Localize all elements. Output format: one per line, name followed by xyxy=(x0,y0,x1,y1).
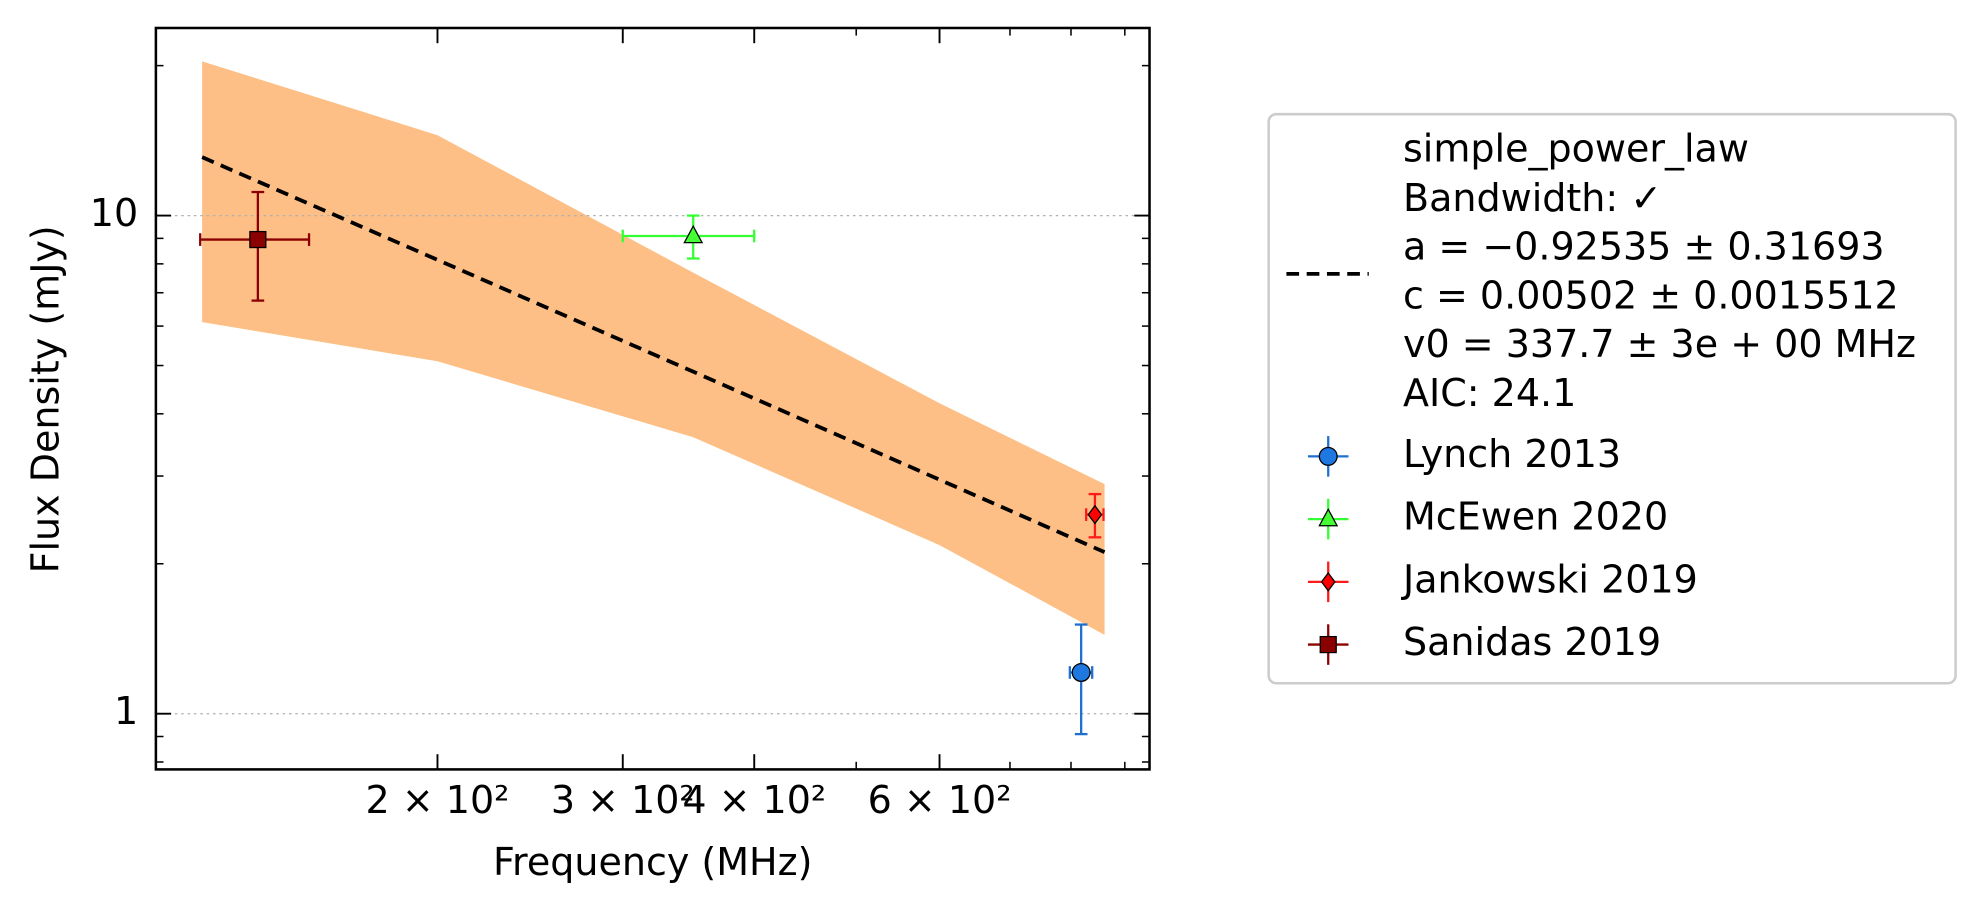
legend-label: Sanidas 2019 xyxy=(1403,620,1661,664)
marker xyxy=(1087,504,1103,525)
x-tick-label: 6 × 10² xyxy=(868,778,1012,822)
marker xyxy=(1071,662,1091,682)
legend-label: Lynch 2013 xyxy=(1403,432,1621,476)
marker xyxy=(1318,508,1339,527)
y-tick-label: 10 xyxy=(90,191,138,235)
marker xyxy=(1320,571,1336,592)
marker xyxy=(1318,446,1338,466)
marker xyxy=(683,224,704,244)
legend-label: Bandwidth: ✓ xyxy=(1403,176,1662,220)
legend-label: McEwen 2020 xyxy=(1403,495,1668,539)
legend-label: AIC: 24.1 xyxy=(1403,371,1576,415)
y-axis-label: Flux Density (mJy) xyxy=(24,225,68,573)
legend-label: a = −0.92535 ± 0.31693 xyxy=(1403,225,1885,269)
confidence-band xyxy=(202,61,1105,635)
plot-frame xyxy=(154,26,1151,771)
legend-label: c = 0.00502 ± 0.0015512 xyxy=(1403,273,1899,317)
legend-box xyxy=(1267,112,1957,685)
legend-label: v0 = 337.7 ± 3e + 00 MHz xyxy=(1403,322,1916,366)
legend-label: simple_power_law xyxy=(1403,126,1749,170)
legend-label: Jankowski 2019 xyxy=(1401,557,1698,601)
x-axis-label: Frequency (MHz) xyxy=(493,840,812,884)
fit-line xyxy=(201,155,1106,554)
marker xyxy=(1319,635,1337,654)
x-tick-label: 2 × 10² xyxy=(366,778,510,822)
x-tick-label: 4 × 10² xyxy=(682,778,826,822)
y-tick-label: 1 xyxy=(114,689,138,733)
x-tick-label: 3 × 10² xyxy=(551,778,695,822)
marker xyxy=(249,230,267,249)
